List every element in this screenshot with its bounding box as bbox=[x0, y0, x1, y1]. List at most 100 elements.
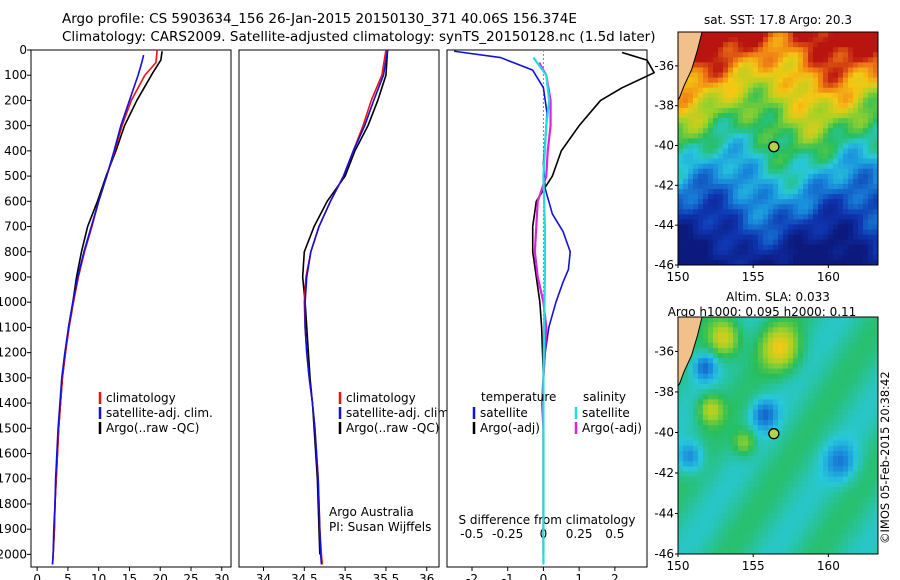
map-cell bbox=[803, 183, 809, 190]
map-cell bbox=[698, 259, 704, 265]
map-cell bbox=[808, 199, 814, 205]
map-cell bbox=[863, 368, 869, 375]
map-cell bbox=[778, 204, 784, 210]
map-cell bbox=[843, 425, 849, 431]
map-cell bbox=[793, 399, 799, 405]
map-cell bbox=[693, 183, 699, 190]
map-cell bbox=[718, 168, 724, 175]
map-cell bbox=[813, 178, 819, 185]
map-cell bbox=[713, 113, 719, 119]
map-cell bbox=[798, 97, 804, 104]
map-cell bbox=[758, 466, 764, 472]
map-cell bbox=[698, 107, 704, 114]
map-cell bbox=[863, 322, 869, 328]
map-cell bbox=[833, 399, 839, 405]
map-cell bbox=[713, 353, 719, 359]
map-cell bbox=[678, 476, 684, 483]
map-cell bbox=[793, 47, 799, 53]
map-cell bbox=[803, 143, 809, 149]
map-cell bbox=[678, 471, 684, 478]
map-cell bbox=[713, 487, 719, 493]
map-cell bbox=[813, 425, 819, 431]
map-cell bbox=[718, 204, 724, 210]
map-cell bbox=[848, 194, 854, 200]
map-cell bbox=[873, 107, 878, 114]
map-cell bbox=[873, 183, 878, 190]
map-cell bbox=[838, 229, 844, 236]
map-cell bbox=[733, 62, 739, 68]
map-cell bbox=[783, 481, 789, 488]
map-cell bbox=[753, 466, 759, 472]
map-cell bbox=[828, 239, 834, 246]
map-cell bbox=[718, 47, 724, 53]
map-cell bbox=[693, 102, 699, 109]
map-cell bbox=[738, 487, 744, 493]
map-cell bbox=[863, 389, 869, 395]
map-cell bbox=[723, 353, 729, 359]
map-cell bbox=[703, 487, 709, 493]
map-cell bbox=[693, 456, 699, 462]
map-cell bbox=[873, 72, 878, 78]
map-cell bbox=[843, 543, 849, 550]
map-cell bbox=[848, 143, 854, 149]
map-cell bbox=[818, 209, 824, 215]
map-cell bbox=[723, 492, 729, 498]
map-cell bbox=[683, 414, 689, 421]
map-cell bbox=[873, 158, 878, 165]
map-cell bbox=[693, 143, 699, 149]
map-cell bbox=[843, 249, 849, 256]
map-cell bbox=[728, 523, 734, 529]
map-cell bbox=[693, 239, 699, 246]
map-cell bbox=[778, 128, 784, 134]
map-cell bbox=[818, 52, 824, 58]
map-cell bbox=[788, 72, 794, 78]
map-cell bbox=[798, 72, 804, 78]
map-cell bbox=[773, 57, 779, 63]
top-axis-label: S difference from climatology bbox=[459, 513, 636, 527]
map-cell bbox=[773, 42, 779, 48]
map-cell bbox=[738, 219, 744, 225]
map-cell bbox=[678, 538, 684, 545]
map-cell bbox=[708, 168, 714, 175]
map-cell bbox=[818, 456, 824, 462]
map-cell bbox=[773, 414, 779, 421]
map-cell bbox=[873, 42, 878, 48]
map-cell bbox=[748, 209, 754, 215]
map-cell bbox=[713, 133, 719, 139]
map-cell bbox=[843, 548, 849, 554]
map-cell bbox=[748, 476, 754, 483]
map-cell bbox=[698, 471, 704, 478]
map-cell bbox=[768, 77, 774, 84]
map-cell bbox=[708, 62, 714, 68]
map-cell bbox=[848, 204, 854, 210]
map-cell bbox=[823, 353, 829, 359]
map-cell bbox=[688, 523, 694, 529]
map-cell bbox=[783, 224, 789, 230]
legend-label: Argo(..raw -QC) bbox=[346, 421, 439, 435]
map-cell bbox=[838, 113, 844, 119]
map-cell bbox=[683, 133, 689, 139]
map-cell bbox=[763, 82, 769, 89]
map-cell bbox=[718, 368, 724, 375]
map-cell bbox=[838, 249, 844, 256]
map-cell bbox=[803, 158, 809, 165]
map-cell bbox=[838, 507, 844, 514]
map-cell bbox=[698, 481, 704, 488]
map-cell bbox=[808, 481, 814, 488]
map-cell bbox=[863, 239, 869, 246]
map-cell bbox=[768, 32, 774, 38]
map-cell bbox=[748, 62, 754, 68]
map-cell bbox=[778, 118, 784, 124]
map-cell bbox=[763, 481, 769, 488]
map-cell bbox=[718, 102, 724, 109]
map-cell bbox=[738, 67, 744, 73]
map-cell bbox=[718, 440, 724, 447]
map-cell bbox=[728, 183, 734, 190]
map-cell bbox=[823, 194, 829, 200]
map-cell bbox=[813, 153, 819, 160]
map-cell bbox=[768, 440, 774, 447]
map-cell bbox=[733, 234, 739, 241]
map-cell bbox=[793, 204, 799, 210]
map-cell bbox=[813, 523, 819, 529]
map-cell bbox=[743, 461, 749, 467]
